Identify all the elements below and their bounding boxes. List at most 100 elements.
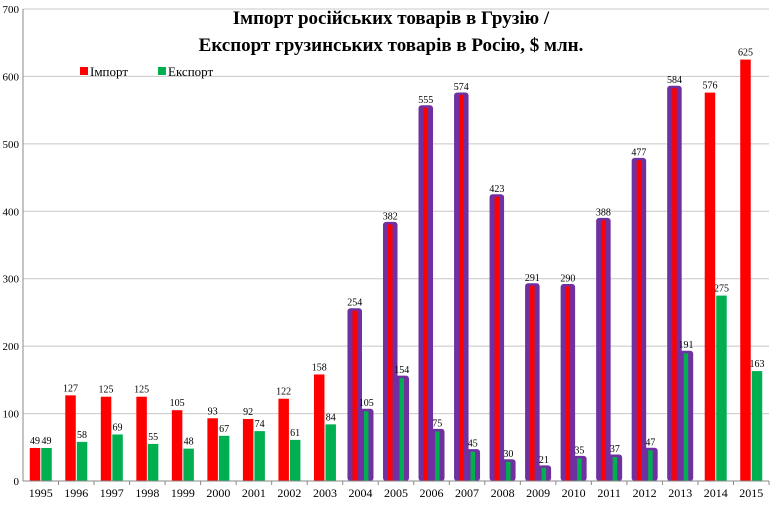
bar-import-2015 — [740, 59, 751, 481]
bar-import-2007 — [459, 94, 464, 482]
bar-import-2000 — [207, 418, 218, 481]
bar-export-2000 — [218, 435, 230, 481]
label-import-2004: 254 — [347, 298, 362, 309]
label-import-2008: 423 — [489, 184, 504, 195]
x-tick-2004: 2004 — [348, 486, 372, 500]
x-tick-2013: 2013 — [668, 486, 692, 500]
bar-export-2014 — [716, 295, 727, 481]
label-export-2014: 275 — [714, 284, 729, 295]
label-import-2012: 477 — [631, 147, 646, 158]
label-export-1999: 48 — [184, 437, 194, 448]
label-export-2001: 74 — [255, 419, 265, 430]
bar-export-1998 — [147, 443, 159, 481]
x-tick-1998: 1998 — [135, 486, 159, 500]
x-tick-2000: 2000 — [206, 486, 230, 500]
label-import-2006: 555 — [418, 95, 433, 106]
bar-export-2001 — [254, 431, 265, 481]
label-import-2011: 388 — [596, 207, 611, 218]
x-tick-2007: 2007 — [455, 486, 479, 500]
x-tick-2011: 2011 — [597, 486, 621, 500]
y-tick-500: 500 — [3, 139, 20, 151]
label-import-2000: 93 — [208, 406, 218, 417]
bar-import-1996 — [65, 395, 76, 481]
chart-subtitle: Експорт грузинських товарів в Росію, $ м… — [199, 35, 584, 56]
y-tick-700: 700 — [3, 4, 20, 16]
label-export-2000: 67 — [219, 424, 229, 435]
bar-export-2003 — [325, 424, 336, 481]
label-import-2015: 625 — [738, 48, 753, 59]
label-export-1997: 69 — [113, 422, 123, 433]
legend-swatch-export — [158, 67, 166, 75]
bar-export-1995 — [41, 447, 52, 481]
bar-import-2003 — [313, 374, 325, 481]
x-tick-2005: 2005 — [384, 486, 408, 500]
bar-import-2001 — [242, 418, 254, 481]
x-tick-2002: 2002 — [277, 486, 301, 500]
label-export-2012: 47 — [645, 437, 655, 448]
label-export-2013: 191 — [678, 340, 693, 351]
label-export-2006: 75 — [432, 418, 442, 429]
legend-label-import: Імпорт — [90, 64, 128, 79]
x-axis-ticks: 1995 1996 1997 1998 1999 2000 2001 2002 2003 2004… — [29, 481, 770, 500]
label-import-2009: 291 — [525, 273, 540, 284]
bar-export-2011 — [612, 457, 618, 481]
label-export-2002: 61 — [290, 428, 300, 439]
label-import-1999: 105 — [170, 398, 185, 409]
label-import-2007: 574 — [454, 82, 469, 93]
label-export-2005: 154 — [394, 365, 409, 376]
label-import-2003: 158 — [312, 362, 327, 373]
x-tick-2015: 2015 — [739, 486, 763, 500]
bar-export-2005 — [399, 378, 404, 481]
label-import-1995: 49 — [30, 436, 40, 447]
bar-export-1999 — [183, 448, 194, 481]
label-import-2010: 290 — [560, 273, 575, 284]
x-tick-2001: 2001 — [242, 486, 266, 500]
label-import-2005: 382 — [383, 211, 398, 222]
y-tick-0: 0 — [14, 476, 20, 488]
bar-import-2009 — [530, 285, 535, 481]
bar-export-2007 — [470, 451, 476, 481]
bar-export-2008 — [506, 461, 511, 481]
x-tick-2006: 2006 — [420, 486, 444, 500]
label-import-1996: 127 — [63, 383, 78, 394]
bar-import-2005 — [388, 224, 393, 481]
highlight-bars — [347, 85, 694, 482]
x-tick-2012: 2012 — [633, 486, 657, 500]
bar-import-2008 — [494, 196, 500, 481]
bar-import-2006 — [423, 107, 429, 482]
x-tick-1997: 1997 — [100, 486, 124, 500]
y-tick-300: 300 — [3, 274, 20, 286]
bar-import-2014 — [704, 92, 716, 482]
label-export-2010: 35 — [574, 445, 584, 456]
legend: Імпорт Експорт — [80, 64, 213, 79]
x-tick-2003: 2003 — [313, 486, 337, 500]
bar-export-2004 — [363, 411, 369, 481]
label-export-2011: 37 — [610, 444, 620, 455]
bar-import-1995 — [29, 447, 41, 481]
label-export-2007: 45 — [468, 439, 478, 450]
label-import-2013: 584 — [667, 75, 682, 86]
bar-import-1999 — [171, 410, 183, 481]
x-tick-2008: 2008 — [491, 486, 515, 500]
y-tick-600: 600 — [3, 71, 20, 83]
y-tick-200: 200 — [3, 341, 20, 353]
y-axis-ticks: 0 100 200 300 400 500 600 700 — [3, 4, 20, 488]
bar-import-2013 — [672, 88, 677, 482]
label-import-1998: 125 — [134, 385, 149, 396]
bar-export-2012 — [648, 450, 653, 481]
bar-import-2010 — [565, 286, 571, 481]
x-tick-1995: 1995 — [29, 486, 53, 500]
x-tick-1999: 1999 — [171, 486, 195, 500]
bar-export-2015 — [751, 371, 763, 481]
bar-import-2002 — [278, 398, 289, 481]
data-bars — [29, 59, 763, 482]
label-import-2002: 122 — [276, 387, 291, 398]
bar-export-2009 — [541, 467, 547, 481]
label-export-1995: 49 — [42, 436, 52, 447]
bar-import-2011 — [601, 220, 606, 481]
label-export-2015: 163 — [749, 359, 764, 370]
label-import-1997: 125 — [99, 385, 114, 396]
label-export-2008: 30 — [503, 449, 513, 460]
